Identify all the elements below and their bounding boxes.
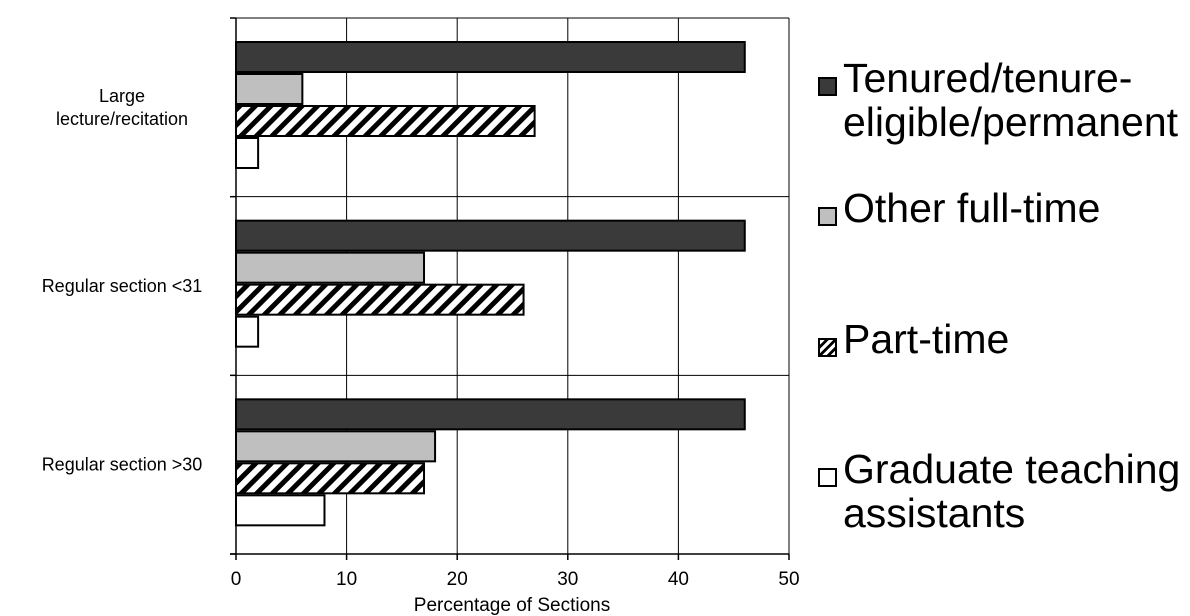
x-tick-label-30: 30: [557, 569, 578, 590]
bar-series1-cat1: [235, 251, 426, 284]
legend-label-tenured: Tenured/tenure- eligible/permanent: [843, 55, 1179, 145]
bar-series3-cat1: [235, 315, 260, 348]
bar-series1-cat0: [235, 73, 304, 105]
x-tick-label-0: 0: [231, 569, 242, 590]
legend-swatch-other-full-time: [818, 207, 837, 226]
x-tick-label-40: 40: [668, 569, 689, 590]
legend-swatch-tenured: [818, 77, 837, 96]
category-separators: [236, 196, 789, 376]
legend-item-graduate-ta: Graduate teaching assistants: [818, 447, 1180, 535]
legend-swatch-graduate-ta: [818, 468, 837, 487]
legend-item-other-full-time: Other full-time: [818, 186, 1100, 230]
bar-series2-cat1: [235, 283, 525, 316]
bar-series2-cat0: [235, 105, 536, 137]
axes: [230, 17, 790, 560]
bar-series0-cat1: [235, 219, 746, 252]
legend-label-part-time: Part-time: [843, 316, 1010, 362]
bar-series3-cat2: [235, 494, 326, 527]
legend-label-other-full-time: Other full-time: [843, 185, 1101, 231]
tick-labels: 0 10 20 30 40 50 Large lecture/recitation Regula…: [42, 86, 800, 590]
x-axis-label: Percentage of Sections: [414, 595, 610, 616]
bar-series0-cat2: [235, 398, 746, 431]
legend-swatch-part-time: [818, 338, 837, 357]
category-label-2: Regular section >30: [42, 455, 203, 475]
bar-series1-cat2: [235, 430, 437, 463]
legend-label-graduate-ta: Graduate teaching assistants: [843, 446, 1181, 536]
x-tick-label-50: 50: [778, 569, 799, 590]
category-label-0-line1: lecture/recitation: [56, 109, 188, 129]
bar-series3-cat0: [235, 137, 260, 169]
legend: Tenured/tenure- eligible/permanent Other…: [818, 0, 1190, 616]
category-label-0-line0: Large: [99, 86, 145, 106]
legend-item-tenured: Tenured/tenure- eligible/permanent: [818, 56, 1178, 144]
category-label-1: Regular section <31: [42, 276, 203, 296]
bar-series2-cat2: [235, 462, 426, 495]
bars: [235, 41, 746, 527]
bar-series0-cat0: [235, 41, 746, 73]
x-tick-label-10: 10: [336, 569, 357, 590]
legend-item-part-time: Part-time: [818, 317, 1009, 361]
x-tick-label-20: 20: [447, 569, 468, 590]
